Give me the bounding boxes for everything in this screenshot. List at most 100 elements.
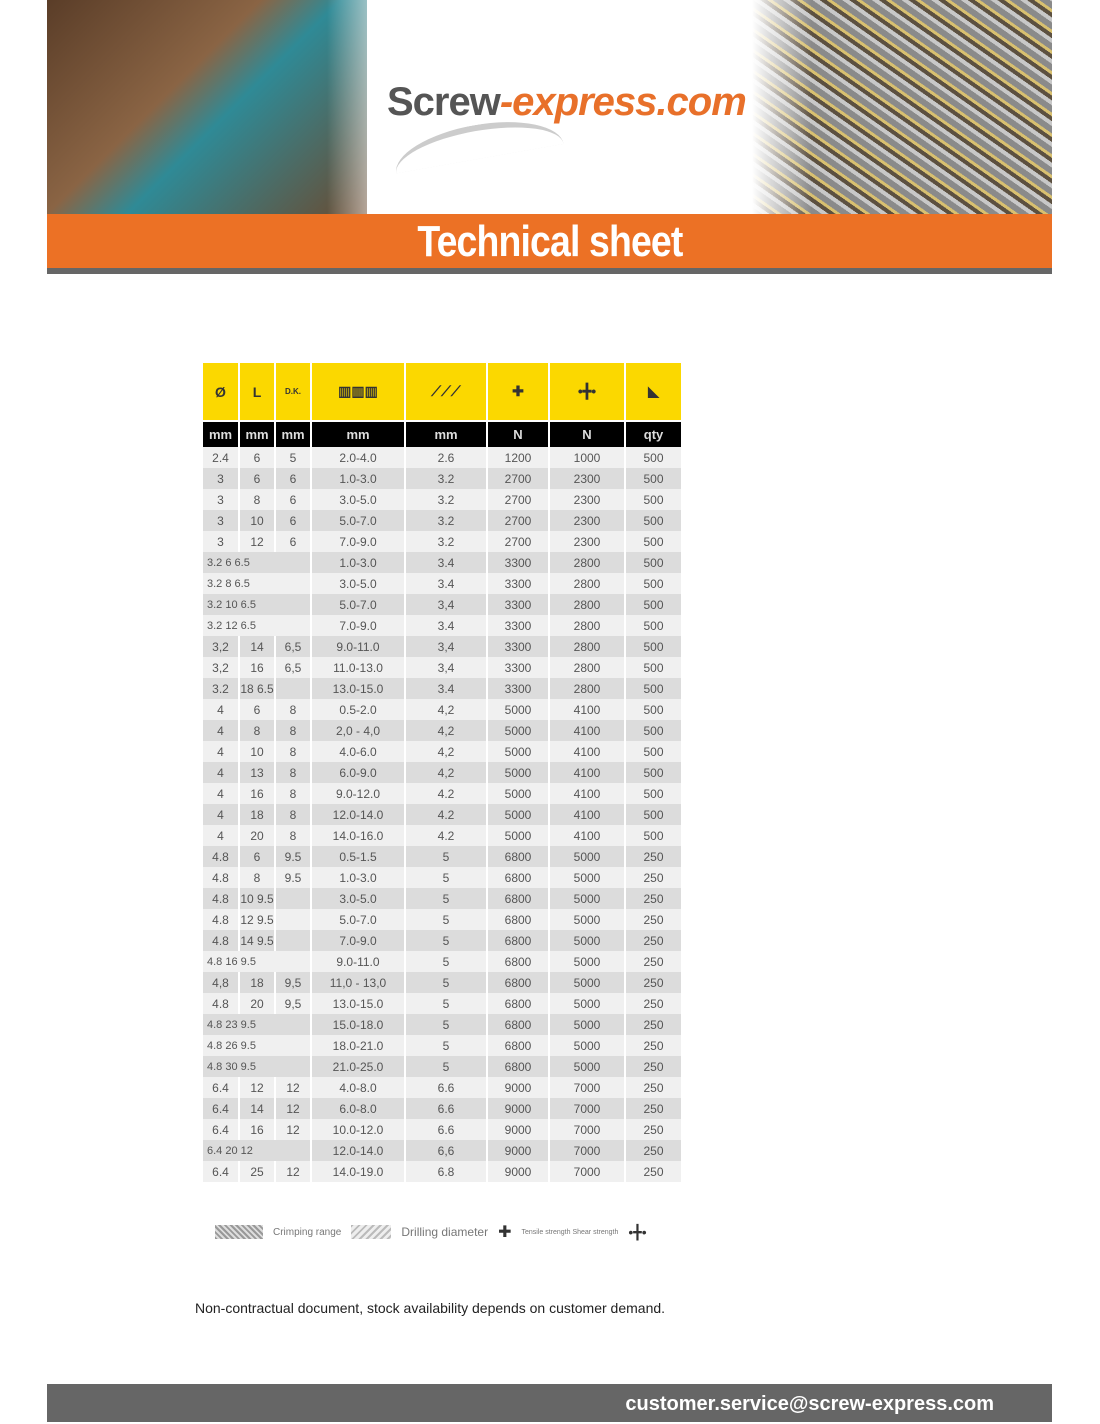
table-cell: 4 (203, 699, 240, 720)
table-cell: 2.0-4.0 (311, 447, 406, 468)
unit-header: mm (311, 420, 406, 447)
table-cell: 4,8 (203, 972, 240, 993)
table-cell: 5 (405, 1035, 488, 1056)
table-cell: 4100 (549, 762, 626, 783)
drilling-diameter-icon (351, 1225, 392, 1239)
table-cell: 4.8 (203, 846, 240, 867)
table-row: 2.4 6 5 2.0-4.0 2.6 1200 1000 500 (203, 447, 683, 468)
table-cell: 4 (203, 720, 240, 741)
table-cell: 5000 (549, 867, 626, 888)
table-cell: 3.2 (405, 489, 488, 510)
header-banner: Screw-express.com (47, 0, 1052, 214)
table-row: 3.2 6 6.5 1.0-3.0 3.4 3300 2800 500 (203, 552, 683, 573)
table-cell: 500 (625, 510, 683, 531)
table-cell: 8 (275, 804, 312, 825)
table-row: 3.2 12 6.5 7.0-9.0 3.4 3300 2800 500 (203, 615, 683, 636)
table-cell: 18 (239, 804, 276, 825)
table-cell: 6.6 (405, 1077, 488, 1098)
table-cell: 500 (625, 531, 683, 552)
table-cell: 4.0-8.0 (311, 1077, 406, 1098)
table-cell: 5 (405, 972, 488, 993)
table-cell: 7000 (549, 1140, 626, 1161)
table-cell: 3.2 (405, 510, 488, 531)
table-row: 3,2 14 6,5 9.0-11.0 3,4 3300 2800 500 (203, 636, 683, 657)
table-cell: 2300 (549, 510, 626, 531)
table-cell: 5000 (549, 951, 626, 972)
table-row: 4.8 6 9.5 0.5-1.5 5 6800 5000 250 (203, 846, 683, 867)
table-cell: 2800 (549, 636, 626, 657)
table-cell: 500 (625, 804, 683, 825)
table-cell: 6.6 (405, 1119, 488, 1140)
table-row: 4 8 8 2,0 - 4,0 4,2 5000 4100 500 (203, 720, 683, 741)
table-row: 6.4 20 12 12.0-14.0 6,6 9000 7000 250 (203, 1140, 683, 1161)
contact-email[interactable]: customer.service@screw-express.com (625, 1393, 994, 1415)
table-cell: 500 (625, 615, 683, 636)
table-cell: 7000 (549, 1119, 626, 1140)
table-cell: 2.4 (203, 447, 240, 468)
table-cell: 13.0-15.0 (311, 678, 406, 699)
table-cell: 2800 (549, 678, 626, 699)
table-row: 3.2 8 6.5 3.0-5.0 3.4 3300 2800 500 (203, 573, 683, 594)
table-cell: 8 (239, 720, 276, 741)
table-cell: 3.2 (405, 531, 488, 552)
legend-strength: Tensile strength Shear strength (521, 1228, 619, 1236)
table-cell: 500 (625, 741, 683, 762)
table-cell: 3.0-5.0 (311, 888, 406, 909)
table-cell: 10 (239, 510, 276, 531)
table-cell: 5000 (487, 825, 550, 846)
table-cell: 4.0-6.0 (311, 741, 406, 762)
table-cell: 12 (275, 1098, 312, 1119)
table-cell: 4.2 (405, 825, 488, 846)
table-cell: 5000 (487, 699, 550, 720)
table-cell (275, 888, 312, 909)
unit-header: N (487, 420, 550, 447)
table-cell: 8 (239, 489, 276, 510)
table-cell: 5000 (487, 762, 550, 783)
column-header: Ø (203, 363, 240, 421)
table-cell: 6,5 (275, 636, 312, 657)
table-cell: 4.8 26 9.5 (203, 1035, 312, 1056)
table-cell: 4100 (549, 699, 626, 720)
table-cell: 4.8 (203, 993, 240, 1014)
table-cell: 8 (275, 762, 312, 783)
table-cell: 3.2 8 6.5 (203, 573, 312, 594)
table-cell: 9.0-11.0 (311, 636, 406, 657)
table-cell: 3 (203, 531, 240, 552)
table-cell: 500 (625, 825, 683, 846)
column-header: D.K. (275, 363, 312, 421)
table-cell: 3 (203, 489, 240, 510)
table-cell: 3300 (487, 636, 550, 657)
table-cell: 250 (625, 1035, 683, 1056)
page-title: Technical sheet (416, 217, 683, 266)
table-cell: 500 (625, 489, 683, 510)
table-cell: 8 (275, 741, 312, 762)
table-cell: 6 (275, 468, 312, 489)
table-cell: 500 (625, 762, 683, 783)
table-cell: 250 (625, 993, 683, 1014)
table-cell: 8 (275, 783, 312, 804)
table-cell: 4.8 (203, 867, 240, 888)
table-cell: 12 (275, 1077, 312, 1098)
table-cell: 5000 (487, 741, 550, 762)
table-cell: 11,0 - 13,0 (311, 972, 406, 993)
table-cell: 9000 (487, 1119, 550, 1140)
table-cell: 8 (275, 720, 312, 741)
table-cell: 500 (625, 720, 683, 741)
table-cell: 4 (203, 762, 240, 783)
table-cell: 7000 (549, 1161, 626, 1182)
table-cell: 3300 (487, 594, 550, 615)
table-cell: 12.0-14.0 (311, 1140, 406, 1161)
table-cell: 5000 (487, 720, 550, 741)
table-cell: 1.0-3.0 (311, 552, 406, 573)
table-cell: 13 (239, 762, 276, 783)
table-cell: 6,6 (405, 1140, 488, 1161)
disclaimer: Non-contractual document, stock availabi… (195, 1300, 666, 1316)
table-cell: 3.2 (203, 678, 240, 699)
legend: Crimping range Drilling diameter ✚ Tensi… (215, 1222, 647, 1242)
table-cell: 5.0-7.0 (311, 594, 406, 615)
table-cell: 500 (625, 447, 683, 468)
table-cell: 4100 (549, 825, 626, 846)
table-cell: 3 (203, 468, 240, 489)
table-cell: 4.8 16 9.5 (203, 951, 312, 972)
